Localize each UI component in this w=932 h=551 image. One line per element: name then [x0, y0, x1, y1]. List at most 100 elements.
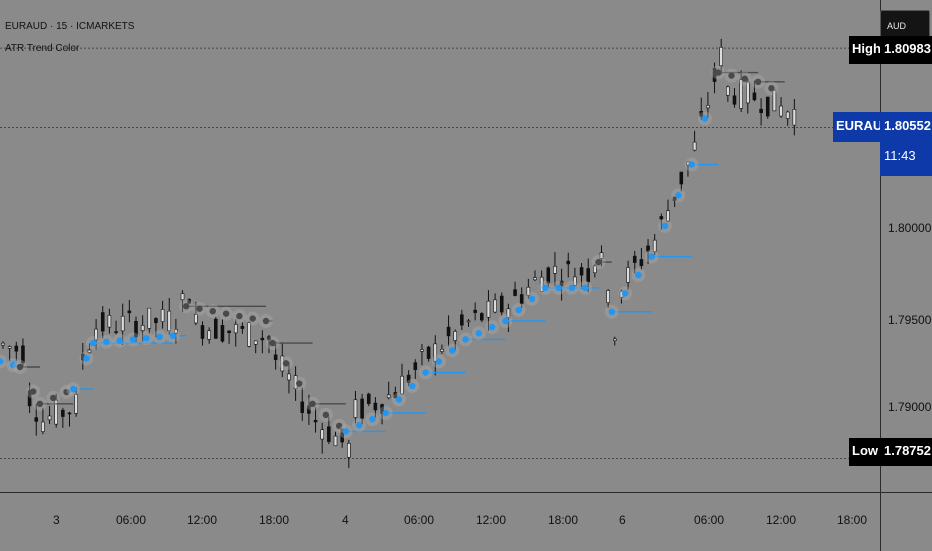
candle-body	[446, 326, 451, 337]
trend-marker	[715, 69, 722, 76]
candle-body	[493, 299, 497, 313]
candle-body	[499, 295, 504, 313]
candle-body	[200, 325, 205, 339]
candle-body	[506, 308, 511, 318]
candle-body	[453, 331, 458, 341]
trend-marker	[449, 347, 456, 354]
trend-marker	[768, 85, 775, 92]
trend-marker	[502, 317, 509, 325]
high-value-badge: 1.80983	[880, 36, 932, 64]
candle-body	[593, 265, 597, 274]
candle-body	[94, 328, 98, 341]
candle-body	[792, 109, 797, 126]
candle-body	[765, 96, 770, 117]
trend-marker	[50, 394, 57, 402]
candle-body	[559, 280, 564, 287]
trend-marker	[222, 310, 230, 317]
candle-body	[27, 390, 32, 407]
candle-body	[546, 267, 551, 284]
trend-marker	[183, 303, 190, 310]
trend-marker	[462, 336, 469, 343]
candle-body	[433, 343, 438, 362]
candle-body	[267, 336, 271, 341]
candle-body	[14, 345, 19, 352]
candle-body	[180, 293, 185, 301]
trend-marker	[675, 192, 682, 199]
candle-body	[466, 320, 471, 323]
trend-marker	[648, 253, 655, 260]
candle-body	[360, 398, 364, 419]
trend-marker	[382, 409, 389, 417]
high-label-badge: High	[849, 36, 881, 64]
candle-body	[566, 260, 571, 265]
candle-body	[692, 141, 697, 151]
price-axis[interactable]	[880, 0, 932, 492]
candle-body	[526, 286, 531, 296]
candle-body	[120, 315, 125, 332]
low-value-badge: 1.78752	[880, 438, 932, 466]
candle-body	[167, 310, 172, 332]
trend-marker	[10, 361, 17, 369]
candle-body	[513, 289, 517, 296]
trend-marker	[741, 75, 748, 82]
candle-body	[719, 47, 724, 67]
candle-body	[745, 81, 750, 104]
candle-body	[61, 409, 65, 417]
candle-body	[74, 394, 78, 414]
candle-body	[313, 419, 318, 423]
trend-marker	[143, 334, 150, 342]
trend-marker	[36, 400, 44, 407]
candle-body	[260, 337, 265, 341]
time-tick-label: 18:00	[259, 513, 290, 527]
candle-body	[632, 255, 637, 263]
trend-marker	[555, 284, 562, 292]
time-tick-label: 12:00	[766, 513, 797, 527]
candle-body	[652, 239, 657, 252]
candle-body	[127, 310, 132, 314]
candle-body	[41, 421, 45, 432]
candle-body	[220, 325, 225, 342]
trend-marker	[635, 271, 642, 279]
candle-body	[320, 429, 325, 440]
trend-marker	[335, 422, 343, 430]
trend-marker	[409, 382, 416, 390]
time-tick-label: 18:00	[837, 513, 868, 527]
trend-marker	[342, 428, 349, 435]
trend-marker	[30, 388, 37, 395]
trend-marker	[422, 369, 429, 376]
trend-marker	[129, 336, 137, 343]
candle-body	[553, 265, 557, 274]
candle-body	[406, 374, 411, 384]
trend-marker	[209, 307, 216, 315]
candle-body	[626, 267, 630, 283]
trend-marker	[542, 284, 549, 292]
candle-body	[340, 428, 344, 443]
time-tick-label: 3	[53, 513, 60, 527]
indicator-title[interactable]: ATR Trend Color	[5, 43, 80, 54]
trend-marker	[269, 339, 276, 347]
trend-marker	[0, 358, 4, 365]
candle-body	[659, 216, 664, 220]
trend-marker	[69, 385, 77, 393]
candle-body	[539, 276, 544, 292]
candle-body	[174, 329, 178, 334]
trend-marker	[369, 415, 376, 423]
trend-marker	[262, 317, 270, 325]
candle-body	[599, 252, 604, 259]
bar-countdown: 11:43	[880, 142, 932, 176]
price-tick-label: 1.80000	[888, 221, 932, 235]
trend-marker	[608, 308, 615, 315]
candle-body	[21, 345, 25, 364]
candle-body	[227, 330, 231, 334]
candle-body	[187, 299, 191, 304]
candle-body	[366, 393, 371, 404]
time-tick-label: 06:00	[694, 513, 725, 527]
chart-plot-area[interactable]	[0, 0, 880, 492]
candle-body	[233, 324, 238, 334]
candle-body	[160, 309, 165, 322]
time-tick-label: 06:00	[404, 513, 435, 527]
time-axis[interactable]	[0, 492, 880, 551]
candle-body	[34, 417, 39, 422]
candle-body	[100, 312, 105, 332]
time-tick-label: 6	[619, 513, 626, 527]
